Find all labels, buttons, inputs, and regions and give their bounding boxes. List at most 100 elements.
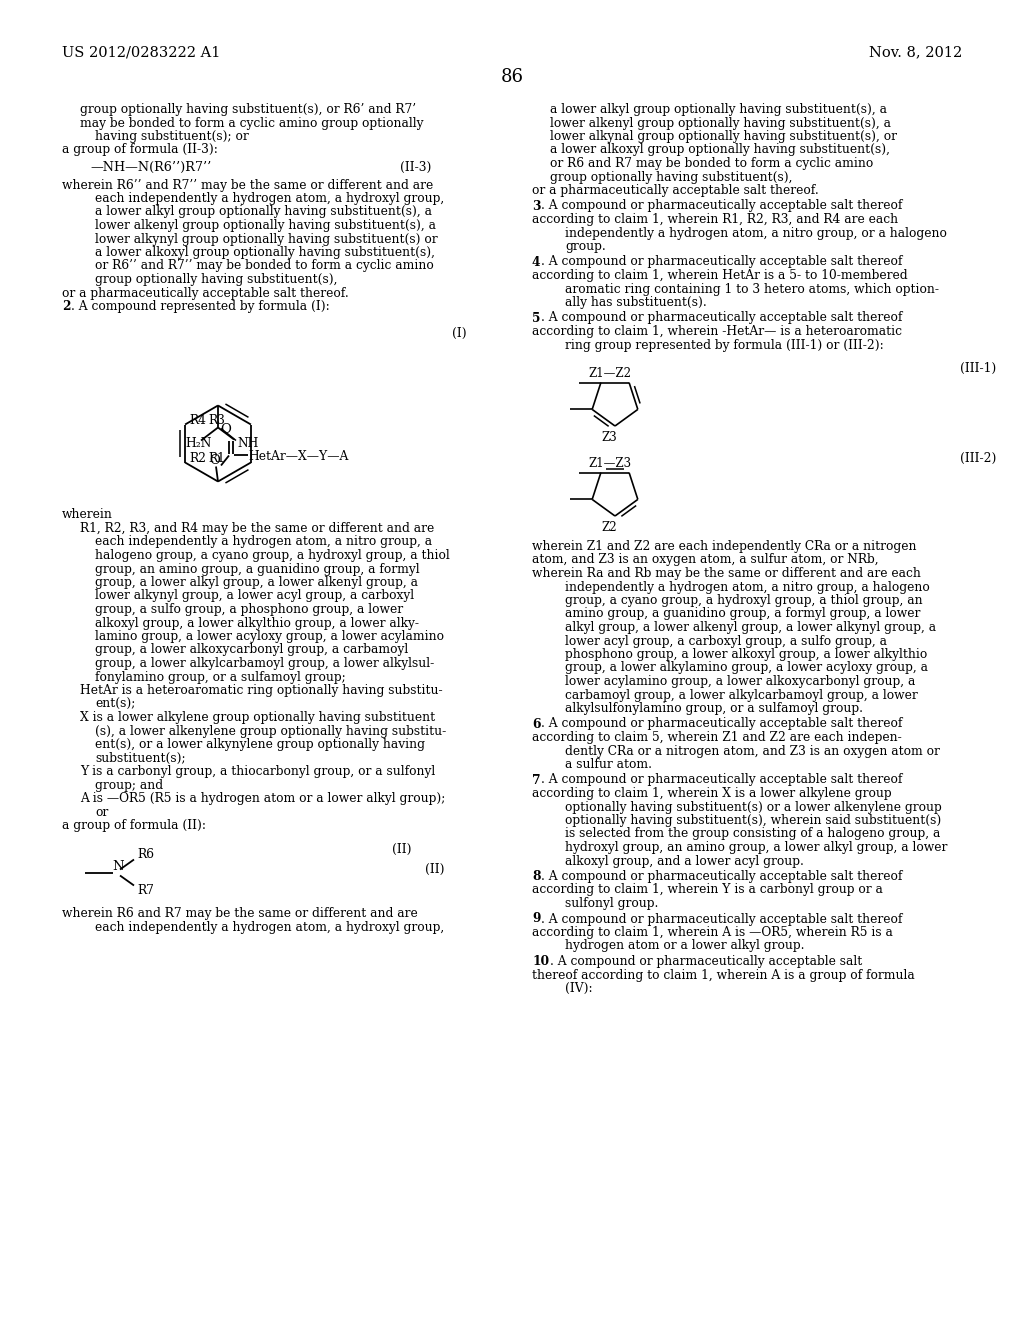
Text: a lower alkyl group optionally having substituent(s), a: a lower alkyl group optionally having su… — [95, 206, 432, 219]
Text: HetAr is a heteroaromatic ring optionally having substitu-: HetAr is a heteroaromatic ring optionall… — [80, 684, 442, 697]
Text: group, a lower alkylcarbamoyl group, a lower alkylsul-: group, a lower alkylcarbamoyl group, a l… — [95, 657, 434, 671]
Text: R1, R2, R3, and R4 may be the same or different and are: R1, R2, R3, and R4 may be the same or di… — [80, 521, 434, 535]
Text: . A compound or pharmaceutically acceptable salt thereof: . A compound or pharmaceutically accepta… — [541, 870, 902, 883]
Text: group optionally having substituent(s),: group optionally having substituent(s), — [95, 273, 338, 286]
Text: or: or — [95, 805, 109, 818]
Text: 8: 8 — [532, 870, 541, 883]
Text: 9: 9 — [532, 912, 541, 925]
Text: H₂N: H₂N — [185, 437, 211, 450]
Text: a group of formula (II):: a group of formula (II): — [62, 818, 206, 832]
Text: —NH—N(R6’’)R7’’: —NH—N(R6’’)R7’’ — [90, 161, 211, 174]
Text: lower alkenyl group optionally having substituent(s), a: lower alkenyl group optionally having su… — [95, 219, 436, 232]
Text: O: O — [220, 422, 231, 436]
Text: (II-3): (II-3) — [400, 161, 431, 174]
Text: (II): (II) — [392, 842, 412, 855]
Text: hydrogen atom or a lower alkyl group.: hydrogen atom or a lower alkyl group. — [565, 940, 805, 953]
Text: Nov. 8, 2012: Nov. 8, 2012 — [868, 45, 962, 59]
Text: according to claim 1, wherein X is a lower alkylene group: according to claim 1, wherein X is a low… — [532, 787, 892, 800]
Text: according to claim 1, wherein R1, R2, R3, and R4 are each: according to claim 1, wherein R1, R2, R3… — [532, 213, 898, 226]
Text: (III-1): (III-1) — [961, 362, 996, 375]
Text: lower alkynyl group, a lower acyl group, a carboxyl: lower alkynyl group, a lower acyl group,… — [95, 590, 414, 602]
Text: each independently a hydrogen atom, a hydroxyl group,: each independently a hydrogen atom, a hy… — [95, 921, 444, 935]
Text: group, a lower alkoxycarbonyl group, a carbamoyl: group, a lower alkoxycarbonyl group, a c… — [95, 644, 409, 656]
Text: wherein: wherein — [62, 508, 113, 521]
Text: group optionally having substituent(s), or R6’ and R7’: group optionally having substituent(s), … — [80, 103, 416, 116]
Text: group optionally having substituent(s),: group optionally having substituent(s), — [550, 170, 793, 183]
Text: . A compound or pharmaceutically acceptable salt thereof: . A compound or pharmaceutically accepta… — [541, 718, 902, 730]
Text: atom, and Z3 is an oxygen atom, a sulfur atom, or NRb,: atom, and Z3 is an oxygen atom, a sulfur… — [532, 553, 879, 566]
Text: group, a sulfo group, a phosphono group, a lower: group, a sulfo group, a phosphono group,… — [95, 603, 403, 616]
Text: having substituent(s); or: having substituent(s); or — [95, 129, 249, 143]
Text: ent(s);: ent(s); — [95, 697, 135, 710]
Text: hydroxyl group, an amino group, a lower alkyl group, a lower: hydroxyl group, an amino group, a lower … — [565, 841, 947, 854]
Text: Z1—Z2: Z1—Z2 — [589, 367, 632, 380]
Text: . A compound or pharmaceutically acceptable salt thereof: . A compound or pharmaceutically accepta… — [541, 774, 902, 787]
Text: a sulfur atom.: a sulfur atom. — [565, 758, 652, 771]
Text: R4: R4 — [189, 414, 206, 426]
Text: halogeno group, a cyano group, a hydroxyl group, a thiol: halogeno group, a cyano group, a hydroxy… — [95, 549, 450, 562]
Text: (IV):: (IV): — [565, 982, 593, 995]
Text: group, an amino group, a guanidino group, a formyl: group, an amino group, a guanidino group… — [95, 562, 420, 576]
Text: phosphono group, a lower alkoxyl group, a lower alkylthio: phosphono group, a lower alkoxyl group, … — [565, 648, 928, 661]
Text: alkoxyl group, and a lower acyl group.: alkoxyl group, and a lower acyl group. — [565, 854, 804, 867]
Text: or R6’’ and R7’’ may be bonded to form a cyclic amino: or R6’’ and R7’’ may be bonded to form a… — [95, 260, 434, 272]
Text: a group of formula (II-3):: a group of formula (II-3): — [62, 144, 218, 157]
Text: group, a cyano group, a hydroxyl group, a thiol group, an: group, a cyano group, a hydroxyl group, … — [565, 594, 923, 607]
Text: thereof according to claim 1, wherein A is a group of formula: thereof according to claim 1, wherein A … — [532, 969, 914, 982]
Text: group, a lower alkyl group, a lower alkenyl group, a: group, a lower alkyl group, a lower alke… — [95, 576, 418, 589]
Text: 6: 6 — [532, 718, 541, 730]
Text: (II): (II) — [425, 862, 444, 875]
Text: amino group, a guanidino group, a formyl group, a lower: amino group, a guanidino group, a formyl… — [565, 607, 921, 620]
Text: according to claim 5, wherein Z1 and Z2 are each indepen-: according to claim 5, wherein Z1 and Z2 … — [532, 731, 902, 744]
Text: O: O — [209, 454, 220, 467]
Text: lamino group, a lower acyloxy group, a lower acylamino: lamino group, a lower acyloxy group, a l… — [95, 630, 444, 643]
Text: substituent(s);: substituent(s); — [95, 751, 185, 764]
Text: wherein R6’’ and R7’’ may be the same or different and are: wherein R6’’ and R7’’ may be the same or… — [62, 178, 433, 191]
Text: optionally having substituent(s), wherein said substituent(s): optionally having substituent(s), wherei… — [565, 814, 941, 828]
Text: N: N — [112, 861, 124, 873]
Text: lower acyl group, a carboxyl group, a sulfo group, a: lower acyl group, a carboxyl group, a su… — [565, 635, 887, 648]
Text: lower acylamino group, a lower alkoxycarbonyl group, a: lower acylamino group, a lower alkoxycar… — [565, 675, 915, 688]
Text: Z2: Z2 — [601, 521, 616, 535]
Text: lower alkynyl group optionally having substituent(s) or: lower alkynyl group optionally having su… — [95, 232, 437, 246]
Text: carbamoyl group, a lower alkylcarbamoyl group, a lower: carbamoyl group, a lower alkylcarbamoyl … — [565, 689, 918, 701]
Text: lower alkynal group optionally having substituent(s), or: lower alkynal group optionally having su… — [550, 129, 897, 143]
Text: 5: 5 — [532, 312, 541, 325]
Text: alkylsulfonylamino group, or a sulfamoyl group.: alkylsulfonylamino group, or a sulfamoyl… — [565, 702, 863, 715]
Text: (s), a lower alkenylene group optionally having substitu-: (s), a lower alkenylene group optionally… — [95, 725, 446, 738]
Text: may be bonded to form a cyclic amino group optionally: may be bonded to form a cyclic amino gro… — [80, 116, 424, 129]
Text: R7: R7 — [137, 884, 154, 898]
Text: R6: R6 — [137, 847, 154, 861]
Text: according to claim 1, wherein -HetAr— is a heteroaromatic: according to claim 1, wherein -HetAr— is… — [532, 325, 902, 338]
Text: ally has substituent(s).: ally has substituent(s). — [565, 296, 707, 309]
Text: NH: NH — [237, 437, 258, 450]
Text: (III-2): (III-2) — [961, 451, 996, 465]
Text: independently a hydrogen atom, a nitro group, or a halogeno: independently a hydrogen atom, a nitro g… — [565, 227, 947, 239]
Text: (I): (I) — [452, 326, 467, 339]
Text: according to claim 1, wherein A is —OR5, wherein R5 is a: according to claim 1, wherein A is —OR5,… — [532, 927, 893, 939]
Text: HetAr—X—Y—A: HetAr—X—Y—A — [248, 450, 348, 462]
Text: according to claim 1, wherein Y is a carbonyl group or a: according to claim 1, wherein Y is a car… — [532, 883, 883, 896]
Text: wherein R6 and R7 may be the same or different and are: wherein R6 and R7 may be the same or dif… — [62, 908, 418, 920]
Text: or R6 and R7 may be bonded to form a cyclic amino: or R6 and R7 may be bonded to form a cyc… — [550, 157, 873, 170]
Text: R3: R3 — [208, 414, 225, 426]
Text: ent(s), or a lower alkynylene group optionally having: ent(s), or a lower alkynylene group opti… — [95, 738, 425, 751]
Text: dently CRa or a nitrogen atom, and Z3 is an oxygen atom or: dently CRa or a nitrogen atom, and Z3 is… — [565, 744, 940, 758]
Text: or a pharmaceutically acceptable salt thereof.: or a pharmaceutically acceptable salt th… — [532, 183, 819, 197]
Text: according to claim 1, wherein HetAr is a 5- to 10-membered: according to claim 1, wherein HetAr is a… — [532, 269, 907, 282]
Text: lower alkenyl group optionally having substituent(s), a: lower alkenyl group optionally having su… — [550, 116, 891, 129]
Text: 86: 86 — [501, 69, 523, 86]
Text: or a pharmaceutically acceptable salt thereof.: or a pharmaceutically acceptable salt th… — [62, 286, 349, 300]
Text: optionally having substituent(s) or a lower alkenylene group: optionally having substituent(s) or a lo… — [565, 800, 942, 813]
Text: 2: 2 — [62, 300, 71, 313]
Text: group, a lower alkylamino group, a lower acyloxy group, a: group, a lower alkylamino group, a lower… — [565, 661, 928, 675]
Text: X is a lower alkylene group optionally having substituent: X is a lower alkylene group optionally h… — [80, 711, 435, 723]
Text: a lower alkoxyl group optionally having substituent(s),: a lower alkoxyl group optionally having … — [95, 246, 435, 259]
Text: each independently a hydrogen atom, a hydroxyl group,: each independently a hydrogen atom, a hy… — [95, 191, 444, 205]
Text: 3: 3 — [532, 199, 541, 213]
Text: sulfonyl group.: sulfonyl group. — [565, 898, 658, 909]
Text: fonylamino group, or a sulfamoyl group;: fonylamino group, or a sulfamoyl group; — [95, 671, 346, 684]
Text: independently a hydrogen atom, a nitro group, a halogeno: independently a hydrogen atom, a nitro g… — [565, 581, 930, 594]
Text: . A compound or pharmaceutically acceptable salt thereof: . A compound or pharmaceutically accepta… — [541, 199, 902, 213]
Text: wherein Ra and Rb may be the same or different and are each: wherein Ra and Rb may be the same or dif… — [532, 568, 921, 579]
